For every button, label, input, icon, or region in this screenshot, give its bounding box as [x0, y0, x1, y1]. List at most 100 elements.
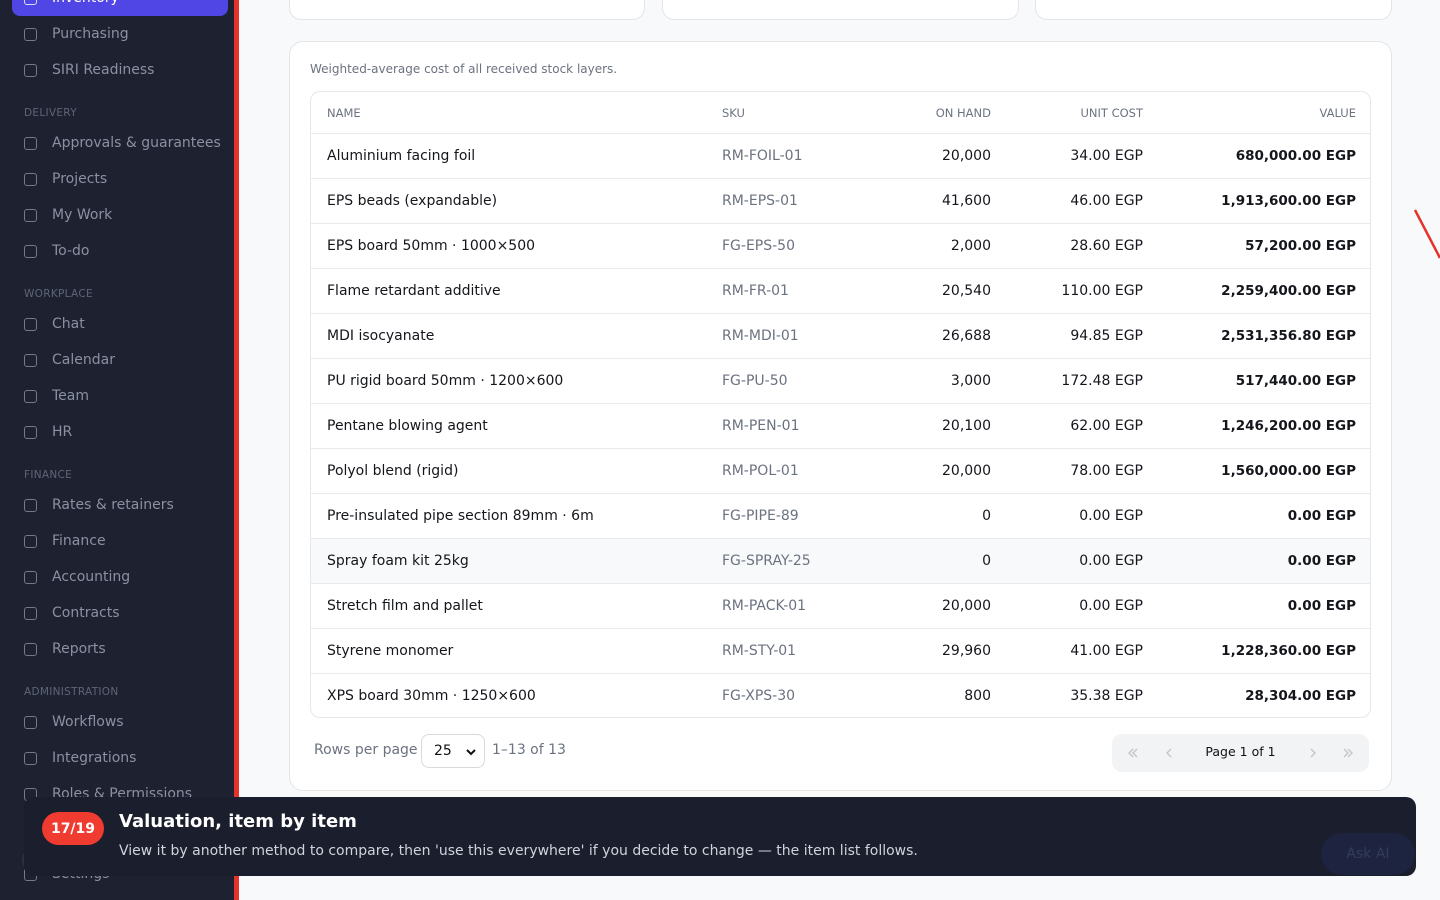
nav-label: HR: [52, 424, 73, 440]
tour-step: 17/19: [42, 812, 104, 845]
cell: 0.00 EGP: [1287, 508, 1356, 524]
page-size: 25: [434, 743, 452, 759]
cell: Aluminium facing foil: [327, 148, 476, 164]
table-row[interactable]: EPS beads (expandable) RM-EPS-01 41,600 46.…: [311, 178, 1370, 223]
nav-label: Workflows: [52, 714, 124, 730]
cell: Polyol blend (rigid): [327, 463, 459, 479]
table-row[interactable]: Styrene monomer RM-STY-01 29,960 41.00 EGP 1…: [311, 628, 1370, 673]
nav-item[interactable]: Purchasing: [12, 16, 228, 52]
table-row[interactable]: EPS board 50mm · 1000×500 FG-EPS-50 2,000 2…: [311, 223, 1370, 268]
nav-icon: [24, 389, 37, 403]
main: Weighted-average cost of all received st…: [239, 0, 1440, 900]
cell: 94.85 EGP: [1070, 328, 1143, 344]
nav-item[interactable]: Projects: [12, 161, 228, 197]
cell: Flame retardant additive: [327, 283, 501, 299]
table-row[interactable]: Spray foam kit 25kg FG-SPRAY-25 0 0.00 EGP 0…: [311, 538, 1370, 583]
cell: RM-STY-01: [722, 643, 797, 659]
nav-item[interactable]: Finance: [12, 523, 228, 559]
prev-page[interactable]: [1162, 746, 1176, 760]
cell: RM-MDI-01: [722, 328, 799, 344]
table-row[interactable]: PU rigid board 50mm · 1200×600 FG-PU-50 3,…: [311, 358, 1370, 403]
nav-label: Accounting: [52, 569, 131, 585]
cell: 2,259,400.00 EGP: [1221, 283, 1356, 299]
nav-label: Integrations: [52, 750, 137, 766]
table-row[interactable]: Stretch film and pallet RM-PACK-01 20,000 0…: [311, 583, 1370, 628]
table-row[interactable]: Aluminium facing foil RM-FOIL-01 20,000 34.…: [311, 133, 1370, 178]
cell: FG-XPS-30: [722, 688, 796, 704]
tour-banner: 17/19 Valuation, item by item View it by…: [24, 797, 1416, 876]
header-cell: NAME: [327, 105, 361, 120]
caption: Weighted-average cost of all received st…: [310, 62, 618, 76]
nav-icon: [24, 136, 37, 150]
nav-item[interactable]: Reports: [12, 631, 228, 667]
nav-label: Rates & retainers: [52, 497, 174, 513]
cell: FG-PU-50: [722, 373, 788, 389]
next-page[interactable]: [1306, 746, 1320, 760]
nav-icon: [24, 27, 37, 41]
cell: XPS board 30mm · 1250×600: [327, 688, 536, 704]
nav-item[interactable]: Workflows: [12, 704, 228, 740]
nav-item[interactable]: To-do: [12, 233, 228, 269]
table-row[interactable]: Flame retardant additive RM-FR-01 20,540 11…: [311, 268, 1370, 313]
nav-label: Chat: [52, 316, 85, 332]
page-size-select[interactable]: 25: [421, 734, 485, 768]
nav-item[interactable]: SIRI Readiness: [12, 52, 228, 88]
cell: 35.38 EGP: [1070, 688, 1143, 704]
nav-item[interactable]: Inventory: [12, 0, 228, 16]
nav-icon: [24, 715, 37, 729]
nav-item[interactable]: Rates & retainers: [12, 487, 228, 523]
cell: RM-FR-01: [722, 283, 789, 299]
cell: 1,246,200.00 EGP: [1221, 418, 1356, 434]
nav-item[interactable]: My Work: [12, 197, 228, 233]
nav-icon: [24, 498, 37, 512]
cell: EPS beads (expandable): [327, 193, 498, 209]
cell: FG-SPRAY-25: [722, 553, 811, 569]
nav-label: To-do: [52, 243, 90, 259]
nav-icon: [24, 570, 37, 584]
nav-item[interactable]: Approvals & guarantees: [12, 125, 228, 161]
cell: 0.00 EGP: [1079, 553, 1143, 569]
ask-ai-button[interactable]: Ask AI: [1321, 833, 1415, 875]
nav-label: Contracts: [52, 605, 120, 621]
summary-card: [1035, 0, 1392, 20]
cell: 800: [964, 688, 991, 704]
cell: MDI isocyanate: [327, 328, 435, 344]
first-page[interactable]: [1126, 746, 1140, 760]
nav-item[interactable]: Integrations: [12, 740, 228, 776]
nav-item[interactable]: Calendar: [12, 342, 228, 378]
nav-section-title: DELIVERY: [24, 107, 77, 119]
sidebar: Inventory Purchasing SIRI Readiness DELIVER…: [0, 0, 234, 900]
table-row[interactable]: Pentane blowing agent RM-PEN-01 20,100 62.0…: [311, 403, 1370, 448]
last-page[interactable]: [1341, 746, 1355, 760]
valuation-card: Weighted-average cost of all received st…: [289, 41, 1392, 791]
cell: RM-FOIL-01: [722, 148, 803, 164]
table-row[interactable]: MDI isocyanate RM-MDI-01 26,688 94.85 EGP 2,…: [311, 313, 1370, 358]
nav-item[interactable]: Contracts: [12, 595, 228, 631]
cell: 28,304.00 EGP: [1245, 688, 1356, 704]
nav-icon: [24, 353, 37, 367]
nav-item[interactable]: Accounting: [12, 559, 228, 595]
cell: 0.00 EGP: [1079, 508, 1143, 524]
nav-label: Inventory: [52, 0, 119, 6]
cell: 20,000: [942, 598, 991, 614]
nav-item[interactable]: Team: [12, 378, 228, 414]
table-row[interactable]: Pre-insulated pipe section 89mm · 6m FG-P…: [311, 493, 1370, 538]
cell: RM-PACK-01: [722, 598, 807, 614]
nav-label: Calendar: [52, 352, 115, 368]
nav-item[interactable]: Chat: [12, 306, 228, 342]
nav-icon: [24, 0, 37, 5]
cell: 20,540: [942, 283, 991, 299]
table-row[interactable]: Polyol blend (rigid) RM-POL-01 20,000 78.00…: [311, 448, 1370, 493]
cell: 20,000: [942, 148, 991, 164]
table-row[interactable]: XPS board 30mm · 1250×600 FG-XPS-30 800 35.…: [311, 673, 1370, 717]
nav-item[interactable]: HR: [12, 414, 228, 450]
header-cell: VALUE: [1319, 105, 1356, 120]
nav-icon: [24, 208, 37, 222]
cell: Pentane blowing agent: [327, 418, 488, 434]
nav-icon: [24, 244, 37, 258]
cell: 517,440.00 EGP: [1235, 373, 1356, 389]
page-indicator: Page 1 of 1: [1205, 744, 1276, 759]
nav-section-title: ADMINISTRATION: [24, 686, 119, 698]
tour-text: View it by another method to compare, th…: [119, 843, 918, 859]
